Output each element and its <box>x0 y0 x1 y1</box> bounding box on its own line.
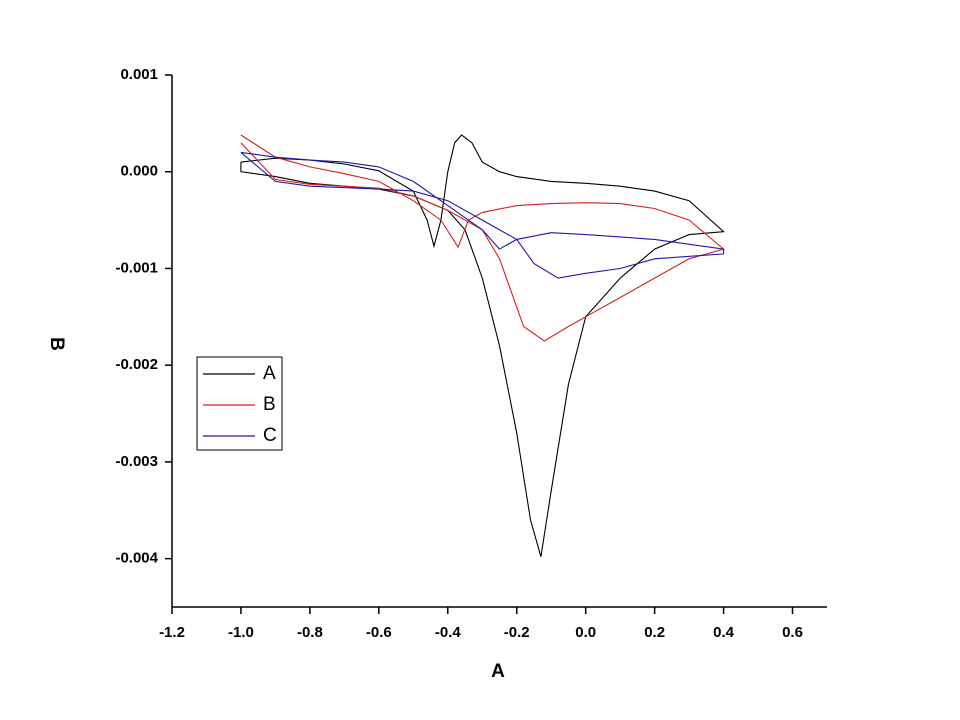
y-tick-label: -0.002 <box>115 356 158 373</box>
x-tick-label: -0.4 <box>435 624 462 641</box>
y-tick-label: 0.000 <box>120 163 158 180</box>
legend-box <box>196 356 283 451</box>
y-tick-label: -0.004 <box>115 550 158 567</box>
series-line <box>240 151 725 279</box>
x-tick-label: 0.2 <box>644 624 665 641</box>
x-tick-label: -0.8 <box>297 624 323 641</box>
x-tick-label: 0.4 <box>713 624 735 641</box>
y-tick-label: -0.003 <box>115 453 158 470</box>
x-tick-label: -1.2 <box>159 624 185 641</box>
legend-label: C <box>263 425 277 446</box>
x-tick-label: -0.2 <box>504 624 530 641</box>
y-tick-label: -0.001 <box>115 259 158 276</box>
legend-label: A <box>263 363 276 384</box>
x-tick-label: -0.6 <box>366 624 392 641</box>
y-tick-label: 0.001 <box>120 66 158 83</box>
x-tick-label: 0.0 <box>575 624 596 641</box>
x-axis-label: A <box>491 661 505 682</box>
legend-label: B <box>263 394 276 415</box>
y-axis-label: B <box>46 337 67 351</box>
x-tick-label: 0.6 <box>782 624 803 641</box>
x-tick-label: -1.0 <box>228 624 254 641</box>
